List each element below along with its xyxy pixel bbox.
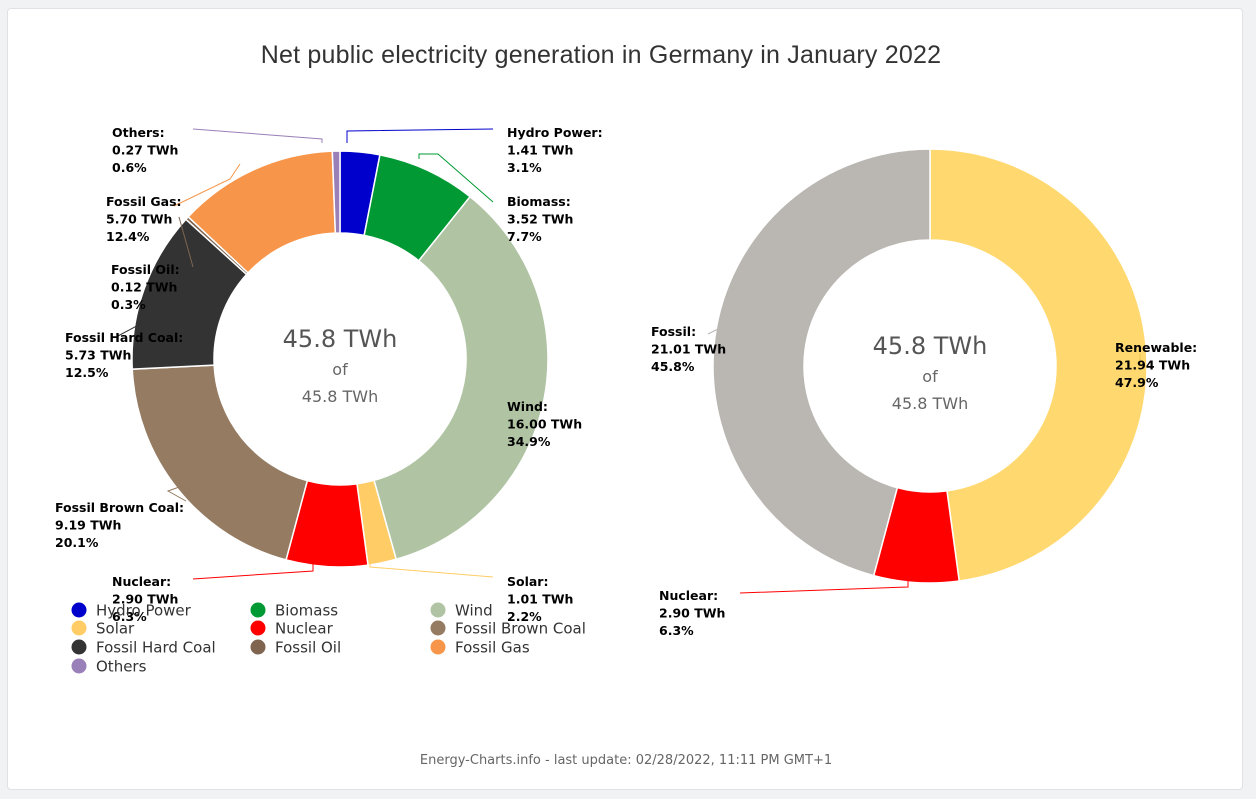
- slice-renewable[interactable]: [929, 148, 1148, 582]
- legend-item-hydro-power[interactable]: Hydro Power: [71, 602, 192, 620]
- data-label-biomass: Biomass: 3.52 TWh 7.7%: [507, 194, 573, 244]
- connector-nuclear: [739, 575, 909, 594]
- slice-wind[interactable]: [373, 195, 549, 561]
- legend-item-fossil-oil[interactable]: Fossil Oil: [250, 639, 342, 657]
- slice-fossil-brown-coal[interactable]: [131, 364, 309, 561]
- connector-fossil-hard-coal: [117, 321, 145, 337]
- legend-item-biomass[interactable]: Biomass: [250, 602, 339, 620]
- footer-credit: Energy-Charts.info - last update: 02/28/…: [419, 753, 833, 768]
- data-label-solar: Solar: 1.01 TWh 2.2%: [507, 574, 573, 624]
- center-of: of: [332, 360, 348, 379]
- center-value: 45.8 TWh: [283, 325, 398, 353]
- legend-label: Biomass: [275, 602, 338, 620]
- center-value: 45.8 TWh: [873, 332, 988, 360]
- legend-label: Fossil Gas: [455, 639, 530, 657]
- charts-canvas: Hydro Power: 1.41 TWh 3.1% Biomass: 3.52 TWh…: [55, 125, 1197, 676]
- data-label-fossil: Fossil: 21.01 TWh 45.8%: [651, 324, 726, 374]
- legend-label: Hydro Power: [96, 602, 192, 620]
- legend-label: Fossil Oil: [275, 639, 341, 657]
- connector-nuclear: [192, 561, 314, 580]
- data-label-hydro-power: Hydro Power: 1.41 TWh 3.1%: [507, 125, 603, 175]
- legend-label: Fossil Brown Coal: [455, 620, 586, 638]
- center-of: of: [922, 367, 938, 386]
- legend-marker: [250, 639, 266, 655]
- legend-item-solar[interactable]: Solar: [71, 620, 136, 638]
- connector-fossil: [707, 328, 719, 335]
- legend-marker: [430, 620, 446, 636]
- legend-item-wind[interactable]: Wind: [430, 602, 493, 620]
- legend-item-nuclear[interactable]: Nuclear: [250, 620, 334, 638]
- legend-marker: [430, 639, 446, 655]
- legend-label: Fossil Hard Coal: [96, 639, 216, 657]
- center-total: 45.8 TWh: [892, 394, 968, 413]
- legend-item-fossil-brown-coal[interactable]: Fossil Brown Coal: [430, 620, 586, 638]
- legend-marker: [71, 620, 87, 636]
- connector-hydro-power: [346, 128, 494, 143]
- legend-label: Others: [96, 658, 147, 676]
- legend-marker: [430, 602, 446, 618]
- data-label-fossil-oil: Fossil Oil: 0.12 TWh 0.3%: [111, 262, 180, 312]
- legend-marker: [71, 639, 87, 655]
- legend-marker: [71, 602, 87, 618]
- data-label-nuclear: Nuclear: 2.90 TWh 6.3%: [112, 574, 178, 624]
- connector-fossil-oil: [178, 216, 194, 268]
- connector-biomass: [418, 153, 494, 203]
- legend-marker: [250, 620, 266, 636]
- legend-marker: [250, 602, 266, 618]
- chart-card: Net public electricity generation in Ger…: [7, 8, 1243, 790]
- connector-fossil-gas: [173, 163, 241, 207]
- legend-label: Solar: [96, 620, 135, 638]
- donut-chart-2: Renewable: 21.94 TWh 47.9% Nuclear: 2.90 TWh…: [651, 148, 1197, 638]
- data-label-others: Others: 0.27 TWh 0.6%: [112, 125, 178, 175]
- data-label-fossil-gas: Fossil Gas: 5.70 TWh 12.4%: [106, 194, 182, 244]
- data-label-fossil-hard-coal: Fossil Hard Coal: 5.73 TWh 12.5%: [65, 330, 183, 380]
- donut-chart-1: Hydro Power: 1.41 TWh 3.1% Biomass: 3.52 TWh…: [55, 125, 603, 676]
- chart-title: Net public electricity generation in Ger…: [260, 41, 942, 69]
- data-label-wind: Wind: 16.00 TWh 34.9%: [507, 399, 582, 449]
- data-label-nuclear: Nuclear: 2.90 TWh 6.3%: [659, 588, 725, 638]
- data-label-fossil-brown-coal: Fossil Brown Coal: 9.19 TWh 20.1%: [55, 500, 184, 550]
- legend-marker: [71, 658, 87, 674]
- legend-item-fossil-gas[interactable]: Fossil Gas: [430, 639, 530, 657]
- legend-label: Nuclear: [275, 620, 334, 638]
- data-label-renewable: Renewable: 21.94 TWh 47.9%: [1115, 340, 1197, 390]
- slice-fossil[interactable]: [712, 148, 931, 577]
- slice-others[interactable]: [331, 150, 341, 234]
- center-total: 45.8 TWh: [302, 387, 378, 406]
- connector-others: [192, 128, 323, 143]
- legend-item-fossil-hard-coal[interactable]: Fossil Hard Coal: [71, 639, 216, 657]
- connector-wind: [534, 393, 540, 398]
- connector-solar: [369, 559, 494, 578]
- legend-label: Wind: [455, 602, 493, 620]
- connector-fossil-brown-coal: [166, 480, 197, 502]
- legend-item-others[interactable]: Others: [71, 658, 147, 676]
